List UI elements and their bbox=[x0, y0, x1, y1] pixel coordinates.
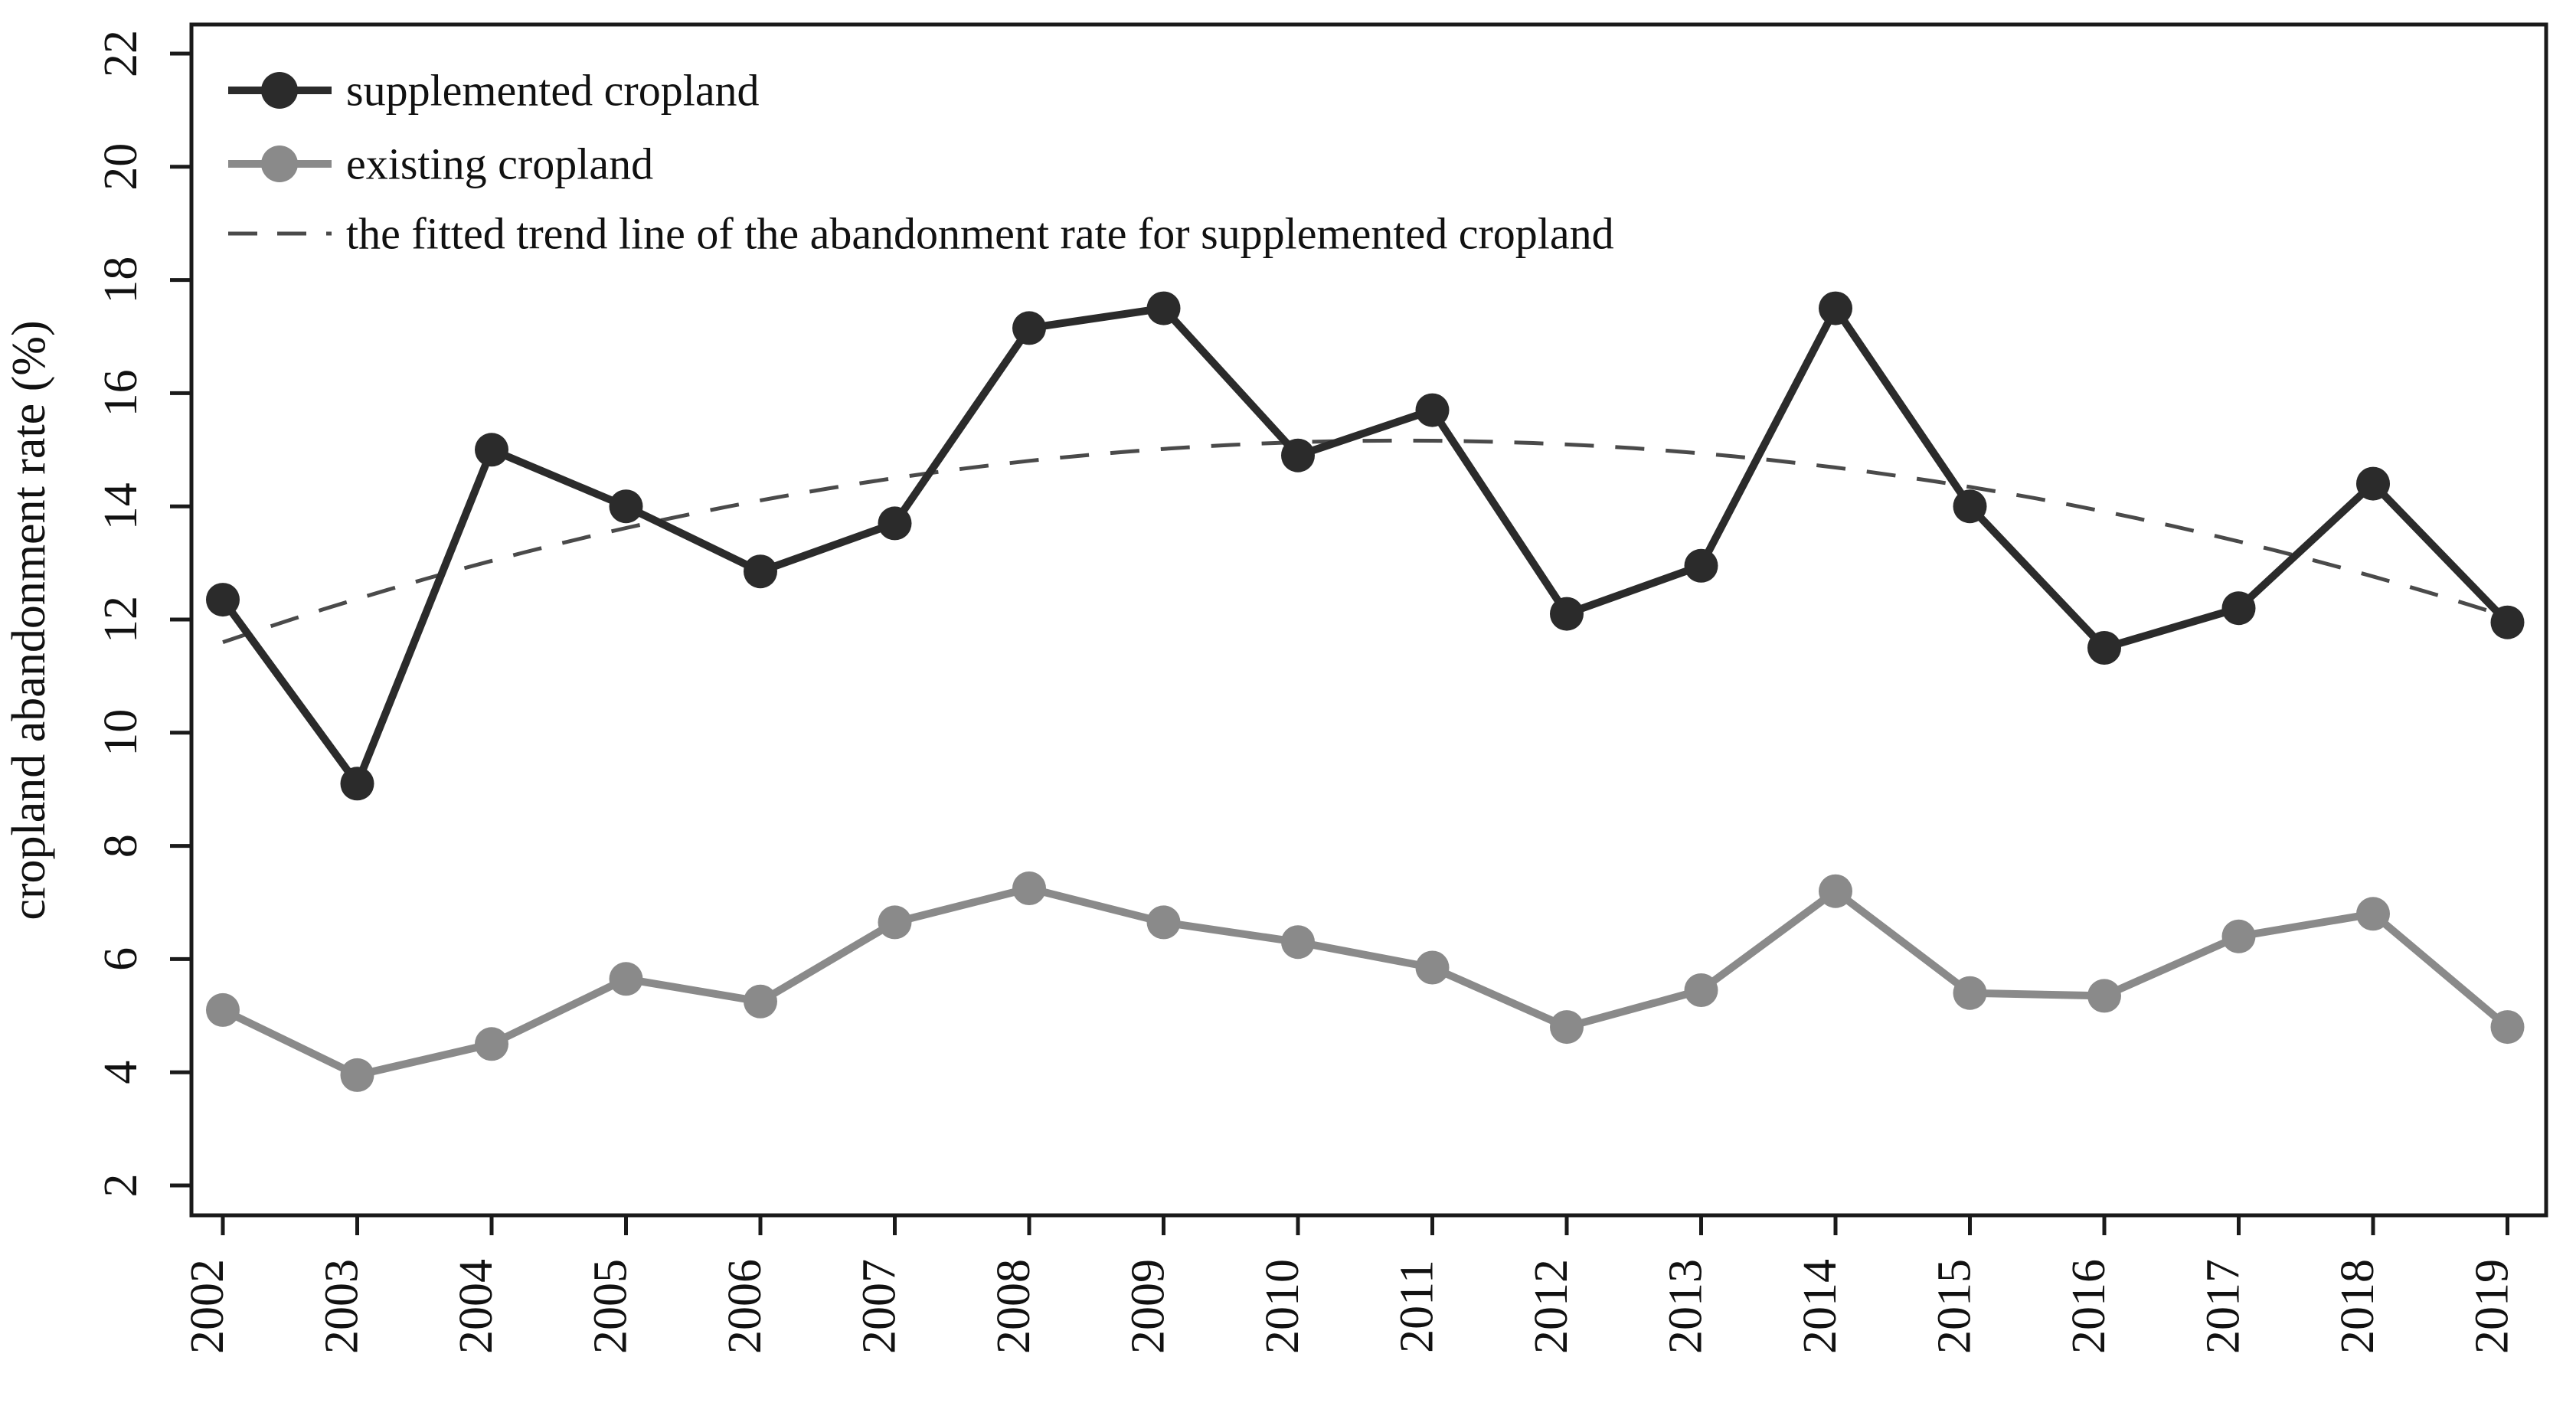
data-point bbox=[1146, 291, 1181, 325]
data-point bbox=[1415, 393, 1450, 427]
y-tick-label: 16 bbox=[95, 369, 147, 417]
data-point bbox=[2356, 466, 2390, 501]
x-tick-label: 2012 bbox=[1525, 1259, 1577, 1354]
y-tick-label: 22 bbox=[95, 30, 147, 77]
y-tick-label: 8 bbox=[95, 834, 147, 858]
data-point bbox=[340, 1058, 374, 1092]
data-point bbox=[609, 962, 643, 996]
y-tick-label: 2 bbox=[95, 1174, 147, 1198]
x-tick-label: 2009 bbox=[1123, 1259, 1175, 1354]
legend-item: the fitted trend line of the abandonment… bbox=[228, 209, 1614, 259]
data-point bbox=[1684, 548, 1718, 583]
data-point bbox=[2490, 1010, 2525, 1045]
y-tick-label: 20 bbox=[95, 143, 147, 191]
data-point bbox=[878, 905, 912, 940]
data-point bbox=[1550, 597, 1584, 631]
series-existing-cropland-line bbox=[219, 884, 2512, 1079]
y-tick-label: 12 bbox=[95, 596, 147, 643]
data-point bbox=[744, 984, 777, 1019]
data-point bbox=[2221, 591, 2256, 626]
x-tick-label: 2005 bbox=[585, 1259, 637, 1354]
data-point bbox=[1819, 291, 1852, 325]
data-point bbox=[2356, 897, 2390, 931]
data-point bbox=[1819, 874, 1852, 908]
x-tick-label: 2015 bbox=[1929, 1259, 1981, 1354]
legend-label: existing cropland bbox=[346, 139, 653, 189]
x-tick-label: 2013 bbox=[1660, 1259, 1712, 1354]
legend-label: supplemented cropland bbox=[346, 66, 760, 116]
data-point bbox=[1281, 925, 1315, 960]
y-tick-label: 4 bbox=[95, 1061, 147, 1084]
data-point bbox=[878, 506, 912, 541]
data-point bbox=[1415, 950, 1450, 985]
series-existing-cropland bbox=[206, 871, 2525, 1092]
data-point bbox=[2087, 631, 2121, 665]
data-point bbox=[609, 489, 643, 524]
data-point bbox=[475, 1027, 508, 1061]
series-supplemented-cropland-line bbox=[219, 304, 2512, 788]
x-tick-label: 2016 bbox=[2063, 1259, 2115, 1354]
y-tick-label: 18 bbox=[95, 257, 147, 304]
x-tick-label: 2003 bbox=[316, 1259, 368, 1354]
y-axis: 2 4 6 8 10 12 14 16 18 20 22 bbox=[95, 30, 191, 1198]
data-point bbox=[206, 583, 240, 617]
x-tick-label: 2007 bbox=[854, 1259, 906, 1354]
data-point bbox=[340, 767, 374, 801]
data-point bbox=[206, 992, 240, 1027]
data-point bbox=[2490, 605, 2525, 639]
data-point bbox=[1684, 973, 1718, 1007]
y-axis-title: cropland abandonment rate (%) bbox=[3, 320, 55, 920]
data-point bbox=[2221, 919, 2256, 953]
x-tick-label: 2017 bbox=[2198, 1259, 2250, 1354]
data-point bbox=[1953, 489, 1987, 524]
data-point bbox=[475, 433, 508, 467]
data-point bbox=[1012, 311, 1046, 345]
x-tick-label: 2014 bbox=[1794, 1259, 1846, 1354]
legend-item: supplemented cropland bbox=[228, 66, 760, 116]
trend-line bbox=[222, 438, 2509, 644]
x-tick-label: 2010 bbox=[1257, 1259, 1309, 1354]
x-tick-label: 2018 bbox=[2332, 1259, 2384, 1354]
x-tick-label: 2019 bbox=[2466, 1259, 2519, 1354]
data-point bbox=[744, 554, 777, 589]
legend-item: existing cropland bbox=[228, 139, 653, 189]
data-point bbox=[1550, 1010, 1584, 1045]
x-tick-label: 2008 bbox=[988, 1259, 1040, 1354]
data-point bbox=[1953, 976, 1987, 1010]
x-tick-label: 2004 bbox=[450, 1259, 502, 1354]
y-tick-label: 14 bbox=[95, 482, 147, 530]
legend-label: the fitted trend line of the abandonment… bbox=[346, 209, 1614, 259]
legend: supplemented cropland existing cropland th… bbox=[228, 66, 1614, 259]
data-point bbox=[1012, 871, 1046, 905]
x-tick-label: 2006 bbox=[719, 1259, 771, 1354]
y-tick-label: 6 bbox=[95, 947, 147, 971]
y-tick-label: 10 bbox=[95, 709, 147, 757]
data-point bbox=[1146, 905, 1181, 940]
data-point bbox=[2087, 979, 2121, 1013]
data-point bbox=[1281, 438, 1315, 472]
x-tick-label: 2002 bbox=[181, 1259, 234, 1354]
x-axis: 2002 2003 2004 2005 2006 2007 2008 2009 2010 2011… bbox=[181, 1215, 2519, 1354]
x-tick-label: 2011 bbox=[1391, 1260, 1443, 1353]
legend-marker-icon bbox=[261, 146, 298, 182]
legend-marker-icon bbox=[261, 72, 298, 109]
series-supplemented-cropland bbox=[206, 291, 2525, 801]
